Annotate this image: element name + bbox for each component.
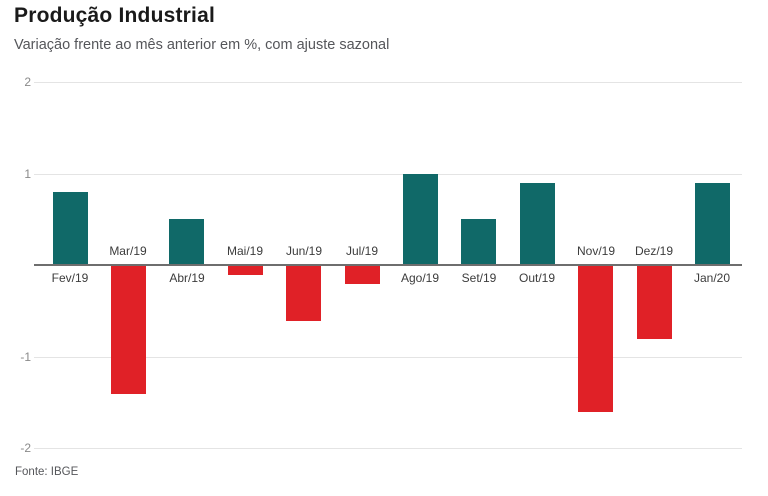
y-tick-label--2: -2 <box>20 441 31 455</box>
bar-mai-19 <box>228 266 263 275</box>
x-category-label-set-19: Set/19 <box>461 271 497 285</box>
y-tick-label-1: 1 <box>24 167 31 181</box>
x-category-label-nov-19: Nov/19 <box>576 244 616 258</box>
bar-jul-19 <box>345 266 380 284</box>
zero-axis-line <box>34 264 742 266</box>
x-category-label-jul-19: Jul/19 <box>345 244 379 258</box>
bar-out-19 <box>520 183 555 265</box>
bar-fev-19 <box>53 192 88 265</box>
gridline-y-2 <box>34 82 742 83</box>
x-category-label-jun-19: Jun/19 <box>285 244 323 258</box>
source-note: Fonte: IBGE <box>15 466 79 478</box>
y-tick-label-2: 2 <box>24 75 31 89</box>
x-category-label-jan-20: Jan/20 <box>693 271 731 285</box>
bar-nov-19 <box>578 266 613 412</box>
gridline-y--2 <box>34 448 742 449</box>
bar-jun-19 <box>286 266 321 321</box>
bar-jan-20 <box>695 183 730 265</box>
x-category-label-mar-19: Mar/19 <box>109 244 147 258</box>
bar-set-19 <box>461 219 496 265</box>
x-category-label-abr-19: Abr/19 <box>169 271 205 285</box>
gridline-y-1 <box>34 174 742 175</box>
x-category-label-out-19: Out/19 <box>518 271 556 285</box>
x-category-label-mai-19: Mai/19 <box>226 244 264 258</box>
chart-title: Produção Industrial <box>14 4 215 27</box>
bar-ago-19 <box>403 174 438 265</box>
bar-dez-19 <box>637 266 672 339</box>
x-category-label-fev-19: Fev/19 <box>51 271 89 285</box>
bar-abr-19 <box>169 219 204 265</box>
gridline-y--1 <box>34 357 742 358</box>
x-category-label-ago-19: Ago/19 <box>400 271 440 285</box>
chart-subtitle: Variação frente ao mês anterior em %, co… <box>14 37 390 53</box>
bar-mar-19 <box>111 266 146 394</box>
y-tick-label--1: -1 <box>20 350 31 364</box>
x-category-label-dez-19: Dez/19 <box>634 244 674 258</box>
